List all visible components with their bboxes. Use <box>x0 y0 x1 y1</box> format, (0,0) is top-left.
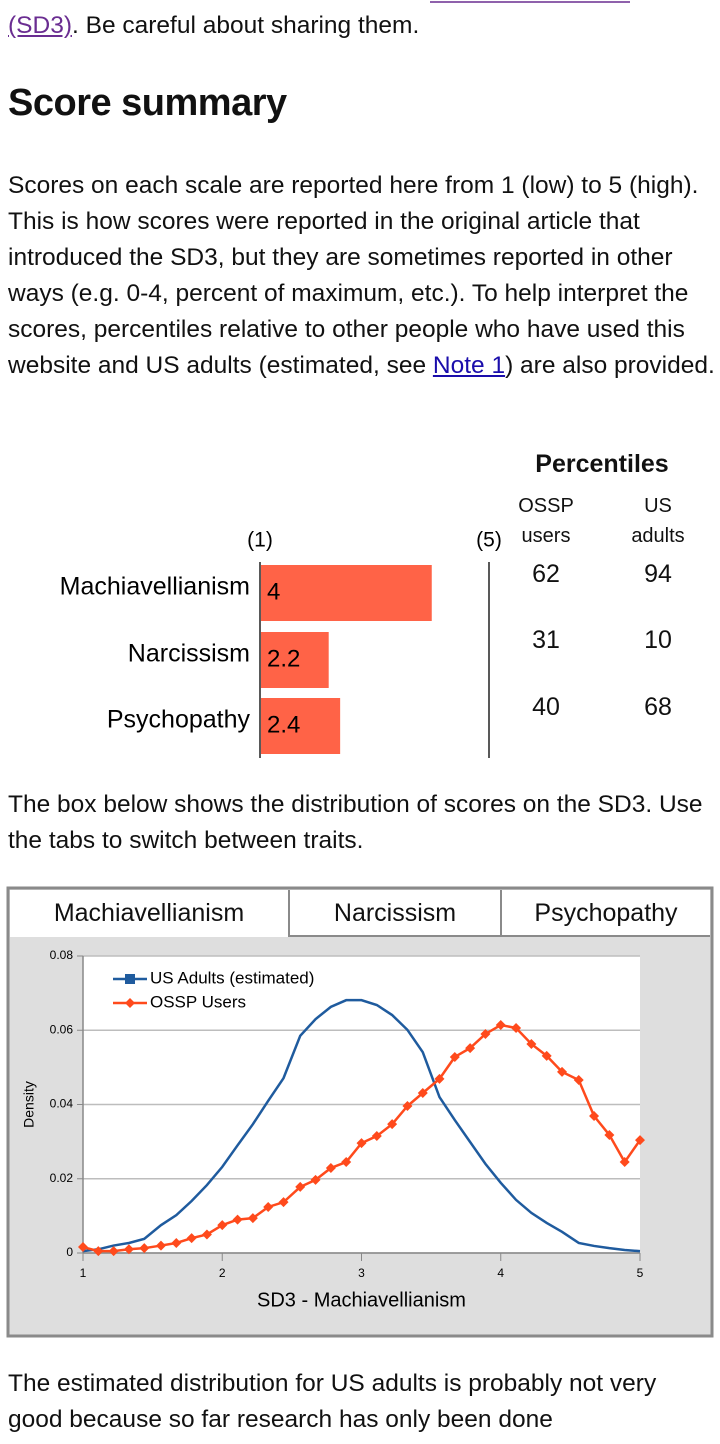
point <box>310 1174 321 1185</box>
y-axis-label: Density <box>21 1081 37 1128</box>
point <box>232 1214 243 1225</box>
category-label: Machiavellianism <box>60 573 250 601</box>
point <box>619 1157 630 1168</box>
point <box>589 1111 600 1122</box>
point <box>387 1119 398 1130</box>
point <box>263 1201 274 1212</box>
point <box>139 1243 150 1254</box>
x-tick-label: 1 <box>80 1266 87 1280</box>
point <box>186 1233 197 1244</box>
percentile-value: 10 <box>644 626 672 654</box>
text: ) are also provided. <box>505 352 715 379</box>
y-tick-label: 0.08 <box>50 948 74 962</box>
x-tick-label: 2 <box>219 1266 226 1280</box>
point <box>511 1023 522 1034</box>
point <box>480 1028 491 1039</box>
top-line: (SD3). Be careful about sharing them. <box>8 8 716 44</box>
intro: Scores on each scale are reported here f… <box>8 168 716 384</box>
legend-marker <box>125 998 135 1008</box>
scale-label: (5) <box>476 529 502 552</box>
point <box>356 1138 367 1149</box>
point <box>155 1240 166 1251</box>
point <box>247 1213 258 1224</box>
point <box>325 1162 336 1173</box>
y-tick-label: 0.06 <box>50 1022 74 1036</box>
column-header: US adults <box>631 495 685 547</box>
point <box>495 1020 506 1031</box>
point <box>465 1043 476 1054</box>
x-tick-label: 5 <box>637 1266 644 1280</box>
point <box>295 1181 306 1192</box>
link[interactable]: (SD3) <box>8 12 72 39</box>
percentile-value: 68 <box>644 693 672 721</box>
x-axis-label: SD3 - Machiavellianism <box>257 1289 466 1311</box>
scale-label: (1) <box>247 529 273 552</box>
percentile-value: 31 <box>532 626 560 654</box>
category-label: Narcissism <box>128 640 250 668</box>
text: Scores on each scale are reported here f… <box>8 172 699 379</box>
closing: The estimated distribution for US adults… <box>8 1370 657 1433</box>
point <box>557 1066 568 1077</box>
point <box>78 1242 88 1253</box>
y-tick-label: 0 <box>66 1245 73 1259</box>
point <box>217 1220 228 1231</box>
column-header: OSSP users <box>518 495 574 547</box>
point <box>93 1246 104 1257</box>
percentile-value: 40 <box>532 693 560 721</box>
bar <box>261 632 329 688</box>
point <box>341 1157 352 1168</box>
tab[interactable]: Machiavellianism <box>10 890 290 937</box>
point <box>573 1074 584 1085</box>
percentile-value: 62 <box>532 560 560 588</box>
heading: Score summary <box>8 82 287 124</box>
percentile-value: 94 <box>644 560 672 588</box>
bar <box>261 565 432 621</box>
point <box>604 1129 615 1140</box>
point <box>371 1131 382 1142</box>
box-text: The box below shows the distribution of … <box>8 791 703 854</box>
point <box>402 1100 413 1111</box>
series-line <box>82 998 641 1253</box>
legend-label: OSSP Users <box>150 992 246 1011</box>
text: . Be careful about sharing them. <box>71 12 420 39</box>
tab[interactable]: Psychopathy <box>502 890 710 937</box>
tab[interactable]: Narcissism <box>290 890 502 937</box>
point <box>449 1051 460 1062</box>
bar <box>261 698 341 754</box>
point <box>278 1197 289 1208</box>
value-label: 4 <box>267 578 280 605</box>
point <box>201 1229 212 1240</box>
point <box>123 1244 134 1255</box>
point <box>417 1087 428 1098</box>
point <box>171 1237 182 1248</box>
point <box>526 1038 537 1049</box>
value-label: 2.4 <box>267 711 300 738</box>
y-tick-label: 0.04 <box>50 1097 74 1111</box>
point <box>541 1050 552 1061</box>
point <box>434 1073 445 1084</box>
legend-marker <box>125 974 135 984</box>
category-label: Psychopathy <box>107 706 251 734</box>
link[interactable]: Note 1 <box>432 352 506 379</box>
y-tick-label: 0.02 <box>50 1171 74 1185</box>
point <box>635 1135 645 1146</box>
point <box>108 1246 119 1257</box>
x-tick-label: 4 <box>497 1266 504 1280</box>
x-tick-label: 3 <box>358 1266 365 1280</box>
value-label: 2.2 <box>267 645 300 672</box>
legend-label: US Adults (estimated) <box>150 968 314 987</box>
percentiles-title: Percentiles <box>535 450 669 478</box>
